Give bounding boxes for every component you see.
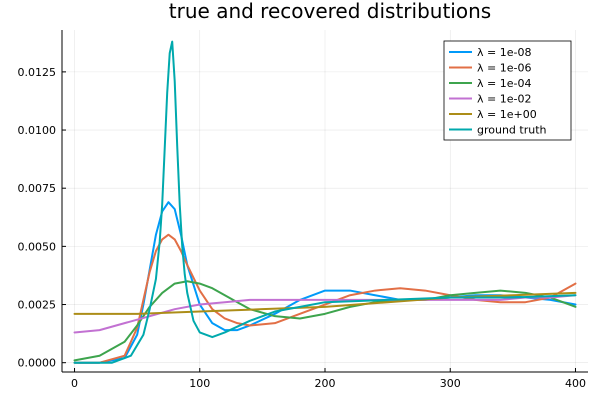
legend-label: λ = 1e-08 (477, 46, 531, 59)
legend-label: λ = 1e+00 (477, 108, 537, 121)
y-tick-label: 0.0050 (18, 240, 57, 253)
legend-label: λ = 1e-04 (477, 77, 531, 90)
series-line (73, 233, 577, 364)
chart-title: true and recovered distributions (169, 0, 491, 23)
legend-label: λ = 1e-06 (477, 62, 531, 75)
legend-label: λ = 1e-02 (477, 93, 531, 106)
y-tick-label: 0.0025 (18, 299, 57, 312)
x-tick-label: 100 (189, 377, 210, 390)
series-line (73, 280, 577, 362)
x-tick-label: 300 (440, 377, 461, 390)
legend: λ = 1e-08 λ = 1e-06 λ = 1e-04 λ = 1e-02 λ = … (443, 40, 572, 141)
legend-label: ground truth (477, 124, 547, 137)
x-tick-label: 200 (315, 377, 336, 390)
series-line (73, 291, 577, 315)
plot-series (73, 40, 577, 364)
y-tick-label: 0.0100 (18, 124, 57, 137)
x-tick-label: 0 (71, 377, 78, 390)
axes: 0 100 200 300 400 0.0000 0.0025 0.0050 0.0075 0.0… (18, 30, 588, 390)
y-tick-label: 0.0125 (18, 66, 57, 79)
x-tick-label: 400 (565, 377, 586, 390)
y-tick-label: 0.0000 (18, 357, 57, 370)
y-tick-label: 0.0075 (18, 182, 57, 195)
legend-box (443, 40, 572, 141)
series-line (73, 40, 577, 364)
